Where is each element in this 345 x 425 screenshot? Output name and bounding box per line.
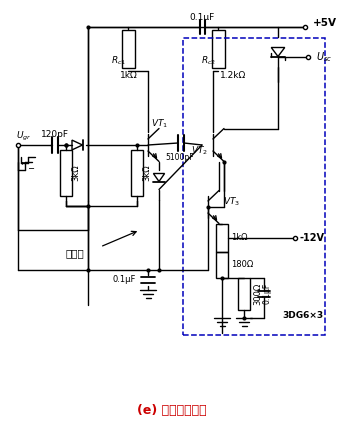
Text: 0.1μF: 0.1μF bbox=[263, 283, 272, 304]
Text: +5V: +5V bbox=[313, 18, 337, 28]
Bar bbox=[216, 224, 228, 252]
Text: $VT_3$: $VT_3$ bbox=[223, 196, 240, 208]
Text: 3DG6×3: 3DG6×3 bbox=[283, 311, 324, 320]
Text: $VT_1$: $VT_1$ bbox=[151, 117, 168, 130]
Text: 1kΩ: 1kΩ bbox=[231, 233, 247, 242]
Text: 恒流源: 恒流源 bbox=[66, 248, 85, 258]
Text: 5100pF: 5100pF bbox=[166, 153, 194, 162]
Text: $R_{c2}$: $R_{c2}$ bbox=[201, 55, 216, 67]
Bar bbox=[211, 30, 225, 68]
Text: $U_{sc}$: $U_{sc}$ bbox=[316, 50, 332, 64]
Text: ⌐_: ⌐_ bbox=[21, 158, 34, 168]
Bar bbox=[121, 30, 135, 68]
Text: 3kΩ: 3kΩ bbox=[142, 165, 151, 181]
Bar bbox=[60, 150, 72, 196]
Text: 0.1μF: 0.1μF bbox=[112, 275, 136, 284]
Text: $U_{gr}$: $U_{gr}$ bbox=[16, 130, 31, 142]
Bar bbox=[131, 150, 143, 196]
Bar bbox=[216, 252, 228, 278]
Text: 180Ω: 180Ω bbox=[231, 260, 253, 269]
Text: 1kΩ: 1kΩ bbox=[120, 71, 138, 79]
Text: 300Ω: 300Ω bbox=[253, 282, 262, 305]
Bar bbox=[183, 38, 325, 335]
Text: -12V: -12V bbox=[300, 232, 325, 243]
Text: $VT_2$: $VT_2$ bbox=[191, 144, 208, 157]
Text: $R_{c1}$: $R_{c1}$ bbox=[111, 55, 126, 67]
Text: 120pF: 120pF bbox=[41, 130, 69, 139]
Text: 0.1μF: 0.1μF bbox=[189, 12, 215, 22]
Text: 1.2kΩ: 1.2kΩ bbox=[220, 71, 246, 79]
Text: (e) 射流定时电路: (e) 射流定时电路 bbox=[137, 405, 207, 417]
Bar bbox=[238, 278, 250, 309]
Text: 3kΩ: 3kΩ bbox=[71, 165, 80, 181]
